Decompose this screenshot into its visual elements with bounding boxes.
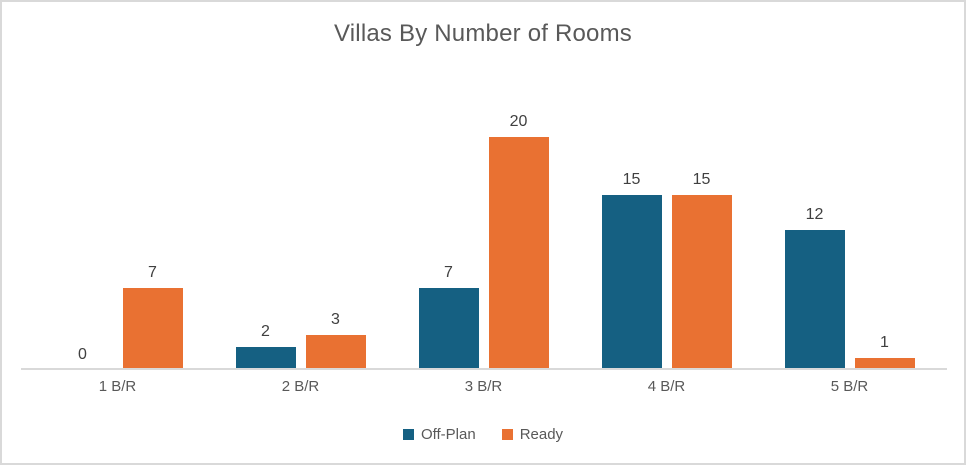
- bar-off-plan-3-br: 7: [418, 264, 479, 370]
- x-axis-label: 2 B/R: [281, 378, 320, 395]
- bar-rect: [601, 195, 662, 370]
- bar-ready-2-br: 3: [305, 311, 366, 370]
- plot-area: 0 7 2 3 7 20 15 15 12 1: [26, 82, 941, 370]
- bar-group: 7 20: [392, 82, 575, 370]
- legend-entry-ready: Ready: [501, 426, 564, 443]
- data-label: 15: [622, 171, 641, 188]
- data-label: 7: [148, 264, 157, 281]
- legend-label: Ready: [519, 426, 564, 443]
- data-label: 7: [444, 264, 453, 281]
- bar-rect: [305, 335, 366, 370]
- x-axis-label: 1 B/R: [98, 378, 137, 395]
- bar-group: 15 15: [575, 82, 758, 370]
- chart-title: Villas By Number of Rooms: [334, 20, 632, 47]
- bar-off-plan-1-br: 0: [53, 347, 113, 370]
- data-label: 2: [261, 323, 270, 340]
- x-axis-line: [21, 368, 947, 370]
- legend-entry-off-plan: Off-Plan: [402, 426, 476, 443]
- bar-ready-3-br: 20: [488, 113, 549, 370]
- bar-off-plan-5-br: 12: [784, 206, 845, 370]
- x-axis-labels: 1 B/R 2 B/R 3 B/R 4 B/R 5 B/R: [26, 378, 941, 395]
- bar-group: 12 1: [758, 82, 941, 370]
- bar-rect: [854, 358, 915, 370]
- data-label: 12: [805, 206, 824, 223]
- legend-swatch-icon: [402, 429, 414, 440]
- data-label: 1: [880, 334, 889, 351]
- data-label: 0: [78, 346, 87, 363]
- x-axis-label: 4 B/R: [647, 378, 686, 395]
- bar-rect: [235, 347, 296, 370]
- x-axis-label: 3 B/R: [464, 378, 503, 395]
- legend: Off-Plan Ready: [2, 426, 964, 443]
- bar-rect: [784, 230, 845, 370]
- bar-ready-5-br: 1: [854, 334, 915, 370]
- bar-rect: [122, 288, 183, 370]
- bar-off-plan-2-br: 2: [235, 323, 296, 370]
- bar-rect: [418, 288, 479, 370]
- data-label: 20: [509, 113, 528, 130]
- legend-label: Off-Plan: [420, 426, 476, 443]
- data-label: 3: [331, 311, 340, 328]
- bar-rect: [488, 137, 549, 370]
- x-axis-label: 5 B/R: [830, 378, 869, 395]
- legend-swatch-icon: [501, 429, 513, 440]
- bar-off-plan-4-br: 15: [601, 171, 662, 370]
- bar-rect: [671, 195, 732, 370]
- bar-ready-4-br: 15: [671, 171, 732, 370]
- bar-ready-1-br: 7: [122, 264, 183, 370]
- data-label: 15: [692, 171, 711, 188]
